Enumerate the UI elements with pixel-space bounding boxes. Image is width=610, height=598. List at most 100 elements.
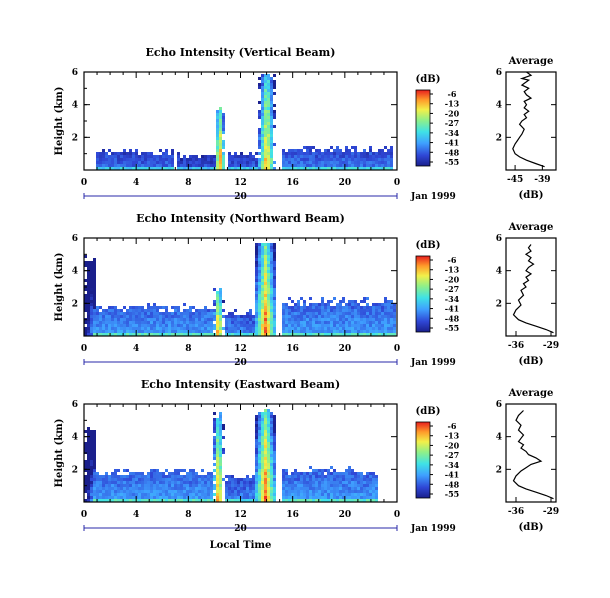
echo-cell: [90, 324, 93, 327]
echo-cell: [171, 327, 174, 330]
echo-cell: [258, 152, 261, 155]
echo-cell: [147, 481, 150, 484]
echo-cell: [231, 478, 234, 481]
echo-cell: [180, 312, 183, 315]
echo-cell: [90, 321, 93, 324]
echo-cell: [327, 309, 330, 312]
echo-cell: [228, 315, 231, 318]
echo-cell: [219, 484, 222, 487]
echo-cell: [339, 303, 342, 306]
echo-cell: [345, 321, 348, 324]
echo-cell: [354, 318, 357, 321]
echo-cell: [357, 496, 360, 499]
echo-cell: [129, 490, 132, 493]
echo-cell: [357, 312, 360, 315]
echo-cell: [303, 318, 306, 321]
echo-cell: [270, 424, 273, 427]
echo-cell: [216, 312, 219, 315]
echo-cell: [294, 164, 297, 167]
echo-cell: [321, 324, 324, 327]
echo-cell: [387, 152, 390, 155]
echo-cell: [390, 152, 393, 155]
x-tick-label: 20: [339, 178, 352, 188]
echo-cell: [321, 487, 324, 490]
x-tick-label: 0: [81, 510, 87, 520]
echo-cell: [309, 152, 312, 155]
echo-cell: [186, 333, 189, 336]
echo-cell: [237, 324, 240, 327]
echo-cell: [147, 158, 150, 161]
echo-cell: [141, 478, 144, 481]
echo-cell: [105, 487, 108, 490]
echo-cell: [261, 243, 264, 246]
echo-cell: [222, 140, 225, 143]
echo-cell: [105, 321, 108, 324]
echo-cell: [255, 421, 258, 424]
echo-cell: [177, 321, 180, 324]
echo-cell: [159, 312, 162, 315]
echo-cell: [360, 484, 363, 487]
echo-cell: [171, 493, 174, 496]
echo-cell: [246, 496, 249, 499]
echo-cell: [246, 490, 249, 493]
average-y-tick-label: 6: [496, 400, 502, 410]
echo-cell: [117, 321, 120, 324]
echo-cell: [216, 448, 219, 451]
echo-cell: [114, 333, 117, 336]
echo-cell: [300, 306, 303, 309]
echo-cell: [144, 315, 147, 318]
echo-cell: [240, 158, 243, 161]
echo-cell: [333, 478, 336, 481]
echo-cell: [261, 294, 264, 297]
echo-cell: [264, 101, 267, 104]
echo-cell: [321, 155, 324, 158]
echo-cell: [273, 86, 276, 89]
echo-cell: [162, 484, 165, 487]
echo-cell: [360, 330, 363, 333]
echo-cell: [366, 327, 369, 330]
echo-cell: [363, 475, 366, 478]
echo-cell: [378, 333, 381, 336]
echo-cell: [111, 487, 114, 490]
echo-cell: [105, 496, 108, 499]
echo-cell: [372, 303, 375, 306]
echo-cell: [303, 164, 306, 167]
echo-cell: [204, 312, 207, 315]
echo-cell: [114, 487, 117, 490]
echo-cell: [267, 146, 270, 149]
echo-cell: [360, 167, 363, 170]
echo-cell: [114, 484, 117, 487]
echo-cell: [213, 448, 216, 451]
echo-cell: [231, 321, 234, 324]
echo-cell: [378, 327, 381, 330]
echo-cell: [174, 306, 177, 309]
echo-cell: [219, 439, 222, 442]
echo-cell: [294, 318, 297, 321]
echo-cell: [264, 433, 267, 436]
echo-cell: [264, 412, 267, 415]
echo-cell: [261, 463, 264, 466]
echo-cell: [219, 125, 222, 128]
echo-cell: [261, 279, 264, 282]
echo-cell: [351, 475, 354, 478]
echo-cell: [384, 330, 387, 333]
echo-cell: [297, 333, 300, 336]
echo-cell: [372, 333, 375, 336]
echo-cell: [342, 330, 345, 333]
echo-cell: [375, 303, 378, 306]
echo-cell: [189, 309, 192, 312]
echo-cell: [336, 493, 339, 496]
echo-cell: [132, 478, 135, 481]
echo-cell: [357, 487, 360, 490]
echo-cell: [231, 496, 234, 499]
echo-cell: [210, 490, 213, 493]
echo-cell: [141, 306, 144, 309]
echo-cell: [243, 499, 246, 502]
echo-cell: [186, 167, 189, 170]
echo-cell: [270, 146, 273, 149]
echo-cell: [114, 309, 117, 312]
echo-cell: [198, 487, 201, 490]
echo-cell: [138, 167, 141, 170]
echo-cell: [105, 152, 108, 155]
echo-cell: [363, 309, 366, 312]
